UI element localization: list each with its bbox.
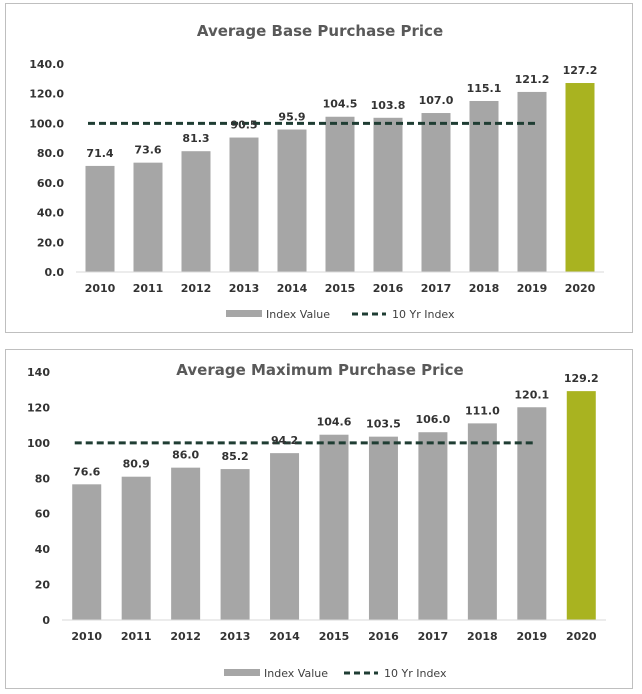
bar-2011 <box>121 476 151 620</box>
bar-2019 <box>517 91 547 272</box>
bar-2010 <box>72 484 102 620</box>
chart-title: Average Maximum Purchase Price <box>176 361 463 379</box>
bar-2014 <box>270 453 300 620</box>
data-label-2012: 81.3 <box>182 132 209 145</box>
base-price-chart-panel: Average Base Purchase Price 71.4 73.6 81.3… <box>5 3 633 333</box>
legend-bar-swatch <box>224 669 260 676</box>
y-tick-label: 20 <box>35 579 51 592</box>
y-tick-label: 40.0 <box>37 207 64 220</box>
data-label-2013: 85.2 <box>222 450 249 463</box>
x-tick-label: 2017 <box>421 282 452 295</box>
x-tick-label: 2017 <box>418 630 449 643</box>
data-label-2015: 104.6 <box>317 416 352 429</box>
x-tick-label: 2011 <box>121 630 152 643</box>
y-tick-label: 100 <box>27 437 50 450</box>
x-tick-label: 2020 <box>566 630 597 643</box>
x-tick-label: 2016 <box>368 630 399 643</box>
max-price-chart: Average Maximum Purchase Price 76.6 80.9 8… <box>27 361 606 680</box>
y-tick-label: 140 <box>27 366 50 379</box>
data-label-2011: 80.9 <box>123 458 150 471</box>
x-tick-label: 2018 <box>469 282 500 295</box>
bar-2011 <box>133 162 163 272</box>
data-label-2017: 107.0 <box>419 94 454 107</box>
x-tick-label: 2016 <box>373 282 404 295</box>
data-label-2018: 115.1 <box>467 82 502 95</box>
bar-2019 <box>517 407 547 620</box>
data-label-2014: 95.9 <box>278 111 305 124</box>
x-tick-label: 2010 <box>71 630 102 643</box>
bar-2017 <box>421 113 451 273</box>
max-price-chart-panel: Average Maximum Purchase Price 76.6 80.9 8… <box>5 349 633 689</box>
x-tick-label: 2013 <box>220 630 251 643</box>
bar-2012 <box>181 151 211 272</box>
bar-2013 <box>220 469 250 620</box>
data-label-2014: 94.2 <box>271 434 298 447</box>
legend-index-value: Index Value <box>266 308 330 321</box>
y-tick-label: 0.0 <box>45 266 65 279</box>
y-tick-label: 40 <box>35 543 51 556</box>
legend-10yr-index: 10 Yr Index <box>384 667 447 680</box>
bar-2015 <box>325 116 355 272</box>
y-tick-label: 0 <box>42 614 50 627</box>
data-label-2020: 127.2 <box>563 64 598 77</box>
bar-2010 <box>85 165 115 272</box>
data-label-2017: 106.0 <box>416 413 451 426</box>
x-tick-label: 2011 <box>133 282 164 295</box>
y-tick-label: 20.0 <box>37 236 64 249</box>
y-tick-label: 80 <box>35 472 51 485</box>
data-label-2019: 120.1 <box>514 388 549 401</box>
bar-2012 <box>171 467 201 620</box>
data-label-2019: 121.2 <box>515 73 550 86</box>
data-label-2016: 103.8 <box>371 99 406 112</box>
x-tick-label: 2015 <box>325 282 356 295</box>
data-label-2015: 104.5 <box>323 98 358 111</box>
y-tick-label: 100.0 <box>29 117 64 130</box>
y-tick-label: 120.0 <box>29 88 64 101</box>
bar-2020 <box>565 83 595 272</box>
bar-2017 <box>418 432 448 620</box>
data-label-2012: 86.0 <box>172 449 199 462</box>
bar-2018 <box>467 423 497 620</box>
data-label-2016: 103.5 <box>366 418 401 431</box>
chart-title: Average Base Purchase Price <box>197 22 443 40</box>
bar-2020 <box>566 391 596 620</box>
bar-2018 <box>469 100 499 272</box>
legend-10yr-index: 10 Yr Index <box>392 308 455 321</box>
data-label-2010: 71.4 <box>86 147 113 160</box>
y-tick-label: 120 <box>27 401 50 414</box>
y-tick-label: 80.0 <box>37 147 64 160</box>
data-label-2011: 73.6 <box>134 144 161 157</box>
x-tick-label: 2020 <box>565 282 596 295</box>
y-tick-label: 60.0 <box>37 177 64 190</box>
y-tick-label: 140.0 <box>29 58 64 71</box>
x-tick-label: 2012 <box>170 630 201 643</box>
x-tick-label: 2014 <box>269 630 300 643</box>
bar-2015 <box>319 434 349 620</box>
data-label-2020: 129.2 <box>564 372 599 385</box>
x-tick-label: 2014 <box>277 282 308 295</box>
y-tick-label: 60 <box>35 508 51 521</box>
bar-2016 <box>368 436 398 620</box>
legend-bar-swatch <box>226 310 262 317</box>
x-tick-label: 2015 <box>319 630 350 643</box>
x-tick-label: 2019 <box>517 630 548 643</box>
x-tick-label: 2010 <box>85 282 116 295</box>
x-tick-label: 2013 <box>229 282 260 295</box>
base-price-chart: Average Base Purchase Price 71.4 73.6 81.3… <box>29 22 604 321</box>
bar-2016 <box>373 117 403 272</box>
data-label-2013: 90.5 <box>230 119 257 132</box>
bar-2014 <box>277 129 307 272</box>
legend-index-value: Index Value <box>264 667 328 680</box>
x-tick-label: 2019 <box>517 282 548 295</box>
bar-2013 <box>229 137 259 272</box>
x-tick-label: 2012 <box>181 282 212 295</box>
x-tick-label: 2018 <box>467 630 498 643</box>
data-label-2018: 111.0 <box>465 404 500 417</box>
data-label-2010: 76.6 <box>73 465 100 478</box>
